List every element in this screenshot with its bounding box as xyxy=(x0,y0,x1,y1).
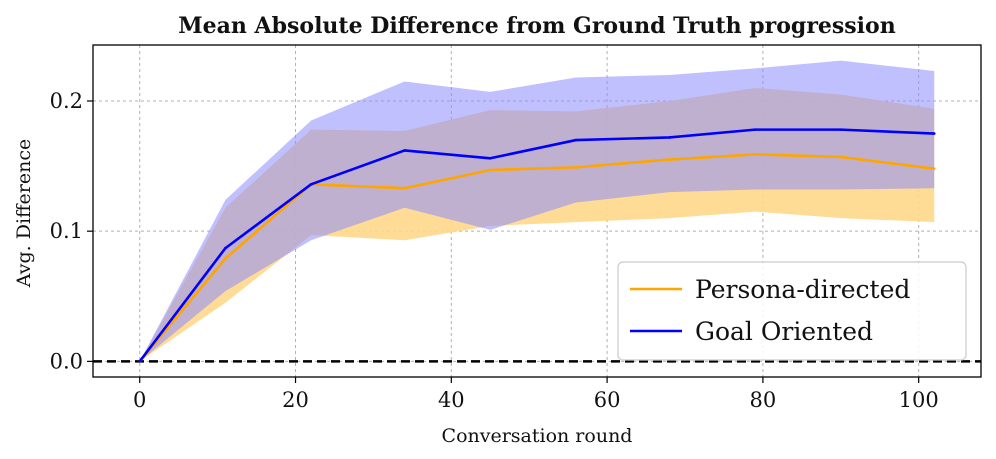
point-goal-oriented-1 xyxy=(224,246,227,250)
series-line-persona-directed xyxy=(138,153,935,363)
x-tick-label: 80 xyxy=(750,388,777,412)
x-tick-label: 0 xyxy=(133,388,146,412)
x-tick-label: 20 xyxy=(282,388,309,412)
point-persona-directed-8 xyxy=(839,155,843,159)
y-tick-label: 0.2 xyxy=(50,89,83,113)
x-tick-label: 60 xyxy=(594,388,621,412)
point-persona-directed-9 xyxy=(932,167,936,170)
legend-box xyxy=(617,261,967,361)
point-goal-oriented-6 xyxy=(668,136,671,139)
legend: Persona-directed Goal Oriented xyxy=(617,261,967,361)
point-persona-directed-5 xyxy=(574,166,578,169)
y-axis-label: Avg. Difference xyxy=(13,139,35,288)
plot-frame xyxy=(92,44,982,378)
point-goal-oriented-9 xyxy=(932,132,936,135)
x-tick-label: 40 xyxy=(438,388,465,412)
legend-label: Persona-directed xyxy=(695,275,910,304)
point-goal-oriented-0 xyxy=(138,360,142,363)
band-goal-oriented xyxy=(139,60,935,362)
x-axis-label: Conversation round xyxy=(442,425,633,447)
chart-title: Mean Absolute Difference from Ground Tru… xyxy=(178,13,895,39)
point-persona-directed-7 xyxy=(753,153,757,156)
x-tick-label: 100 xyxy=(899,388,939,412)
point-persona-directed-6 xyxy=(668,158,671,161)
point-goal-oriented-2 xyxy=(309,183,313,186)
legend-label: Goal Oriented xyxy=(695,317,873,346)
point-goal-oriented-7 xyxy=(753,128,757,131)
y-tick-label: 0.0 xyxy=(50,349,83,373)
point-goal-oriented-3 xyxy=(403,149,406,152)
plot-area: 0 20 40 60 80 100 0.0 0.1 0.2 Persona-directed Goa… xyxy=(50,44,982,412)
series-line-goal-oriented xyxy=(138,128,935,363)
point-persona-directed-4 xyxy=(488,168,492,172)
point-goal-oriented-5 xyxy=(574,138,578,142)
y-tick-label: 0.1 xyxy=(50,219,83,243)
point-goal-oriented-4 xyxy=(488,156,492,160)
point-persona-directed-1 xyxy=(224,257,227,260)
point-persona-directed-3 xyxy=(403,186,406,190)
point-goal-oriented-8 xyxy=(839,128,843,131)
